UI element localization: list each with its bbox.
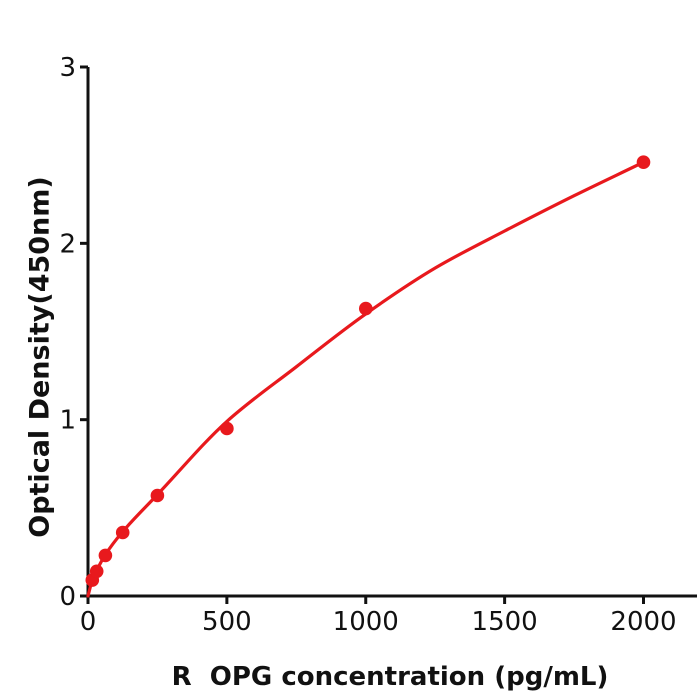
data-point — [98, 548, 113, 563]
y-axis-title: Optical Density(450nm) — [24, 176, 56, 538]
y-tick-label: 0 — [59, 582, 76, 612]
data-point — [115, 525, 130, 540]
fit-curve — [86, 160, 646, 598]
y-tick-label: 1 — [59, 406, 76, 436]
data-point — [89, 564, 104, 579]
x-tick-label: 500 — [202, 607, 252, 637]
data-point — [636, 155, 651, 169]
x-tick-label: 2000 — [610, 607, 676, 637]
x-tick-label: 1500 — [472, 607, 538, 637]
x-axis-title: R OPG concentration (pg/mL) — [171, 662, 609, 692]
y-tick-label: 2 — [59, 229, 76, 259]
data-point — [359, 301, 373, 316]
x-tick-label: 0 — [80, 607, 97, 637]
data-point — [150, 488, 165, 503]
y-tick-label: 3 — [59, 53, 76, 83]
data-point — [220, 421, 234, 436]
x-tick-label: 1000 — [333, 607, 399, 637]
